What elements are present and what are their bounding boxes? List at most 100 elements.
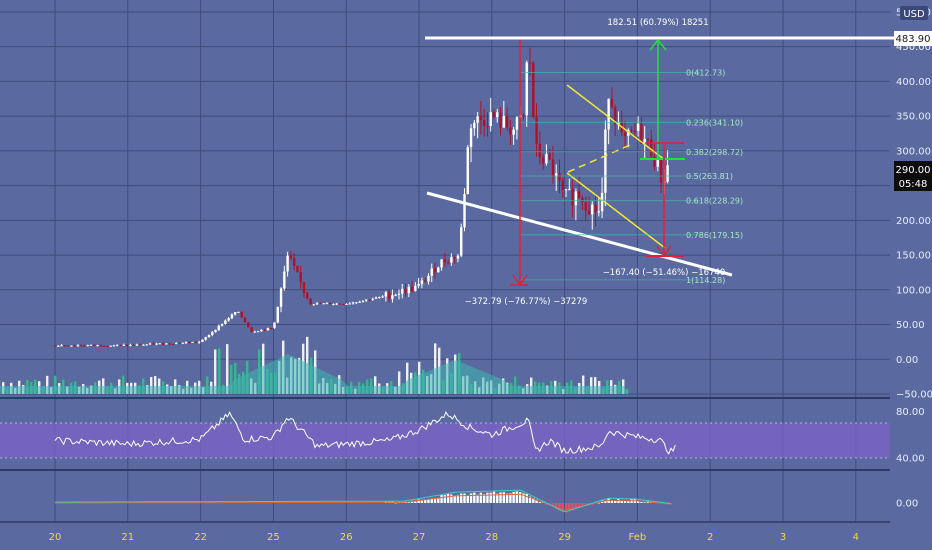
candle-body xyxy=(188,342,191,344)
macd-histogram-bar xyxy=(505,493,509,503)
candle-body xyxy=(623,132,627,136)
candle-body xyxy=(617,122,620,125)
candle-body xyxy=(220,323,224,326)
candle-body xyxy=(99,345,103,347)
drop-measure-label: −167.40 (−51.46%) −16740 xyxy=(603,268,726,278)
x-tick-label: 20 xyxy=(49,532,62,543)
macd-histogram-bar xyxy=(623,500,627,503)
macd-histogram-bar xyxy=(446,493,450,503)
fib-level-label: 1(114.28) xyxy=(686,276,725,285)
candle-body xyxy=(666,165,669,182)
candle-body xyxy=(656,158,659,167)
candle-body xyxy=(653,156,656,167)
target-arrow-head xyxy=(649,38,667,51)
y-tick-label: 450.00 xyxy=(896,42,931,53)
candle-body xyxy=(463,194,466,228)
candle-body xyxy=(93,344,96,346)
candle-body xyxy=(315,303,319,305)
candle-body xyxy=(597,211,601,213)
candle-body xyxy=(247,322,250,328)
candle-body xyxy=(256,331,260,333)
volume-bar xyxy=(590,377,593,394)
candle-body xyxy=(165,343,168,345)
candle-body xyxy=(581,197,584,203)
candle-body xyxy=(76,345,80,347)
x-tick-label: 3 xyxy=(780,532,786,543)
x-tick-label: 4 xyxy=(853,532,859,543)
drawings[interactable]: 0(412.73) 0.236(341.10) 0.382(298.72) 0.5(2… xyxy=(425,36,895,287)
candle-body xyxy=(260,329,263,332)
macd-histogram-bar xyxy=(469,493,473,503)
macd-histogram-bar xyxy=(620,500,623,503)
fib-level-label: 0.382(298.72) xyxy=(686,148,743,157)
candle-body xyxy=(250,327,253,332)
macd-histogram-bar xyxy=(486,492,489,503)
x-tick-label: 22 xyxy=(194,532,207,543)
candle-body xyxy=(587,210,591,215)
currency-label: USD xyxy=(903,9,925,20)
wedge-lower-line xyxy=(566,172,666,249)
x-tick-label: 26 xyxy=(340,532,353,543)
candle-body xyxy=(420,280,424,285)
y-tick-label: 0.00 xyxy=(896,499,918,510)
last-price-tag-text: 290.00 xyxy=(896,165,931,176)
candle-body xyxy=(486,126,489,128)
candle-body xyxy=(453,256,456,259)
fib-level-label: 0(412.73) xyxy=(686,69,725,78)
candle-body xyxy=(555,173,558,177)
candle-body xyxy=(492,112,496,118)
y-tick-label: −50.00 xyxy=(896,390,932,401)
candle-body xyxy=(515,117,519,130)
candle-body xyxy=(184,342,188,344)
candle-body xyxy=(397,293,401,295)
candle-body xyxy=(659,158,663,183)
candle-body xyxy=(433,268,437,273)
candle-body xyxy=(338,303,342,305)
volume-bar xyxy=(46,375,49,394)
candle-body xyxy=(273,322,276,329)
candle-body xyxy=(610,98,614,108)
candle-body xyxy=(119,344,122,346)
time-axis[interactable]: 20 21 22 25 26 27 28 29 Feb 2 3 4 xyxy=(49,532,859,543)
candle-body xyxy=(342,303,345,305)
candle-body xyxy=(482,120,486,127)
macd-histogram-bar xyxy=(561,503,564,512)
candle-body xyxy=(512,129,515,135)
candle-body xyxy=(224,320,227,324)
candle-body xyxy=(361,300,365,302)
candle-body xyxy=(181,342,184,344)
candle-body xyxy=(309,298,312,305)
macd-histogram-bar xyxy=(460,493,463,503)
y-tick-label: 300.00 xyxy=(896,146,931,157)
macd-histogram-bar xyxy=(433,497,437,503)
last-price-tag xyxy=(894,161,932,191)
candle-body xyxy=(417,284,420,286)
y-tick-label: 350.00 xyxy=(896,112,931,123)
volume-bar xyxy=(582,375,585,394)
volume-bar xyxy=(530,377,533,394)
volume-bar xyxy=(218,348,221,394)
macd-histogram-bar xyxy=(443,495,447,503)
candle-body xyxy=(197,341,201,343)
candle-body xyxy=(138,344,142,346)
candle-body xyxy=(319,303,322,305)
candle-body xyxy=(558,173,561,181)
volume-ma-area xyxy=(0,354,628,394)
macd-histogram-bar xyxy=(604,500,607,503)
volume-bar xyxy=(626,388,629,394)
candle-body xyxy=(161,343,165,345)
candle-body xyxy=(365,299,368,301)
candle-body xyxy=(279,288,283,307)
macd-histogram-bar xyxy=(568,503,571,511)
macd-histogram-bar xyxy=(613,500,617,503)
macd-histogram-bar xyxy=(512,491,515,503)
macd-histogram-bar xyxy=(643,502,646,503)
y-tick-label: 50.00 xyxy=(896,320,925,331)
candle-body xyxy=(630,129,633,131)
candle-body xyxy=(73,345,76,347)
volume-bar xyxy=(230,364,233,394)
macd-histogram-bar xyxy=(640,502,643,503)
fib-level-label: 0.5(263.81) xyxy=(686,172,733,181)
candle-body xyxy=(502,115,506,128)
